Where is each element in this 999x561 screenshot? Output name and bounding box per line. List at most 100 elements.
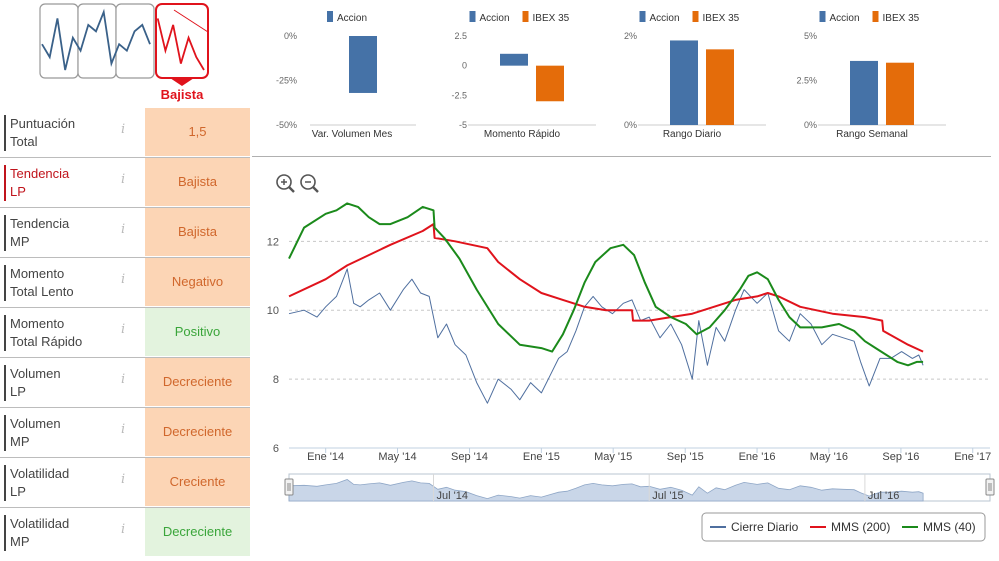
info-icon[interactable]: i xyxy=(121,522,126,537)
legend-swatch xyxy=(872,11,879,22)
y-tick-label: 2.5 xyxy=(454,31,467,41)
y-tick-label: 0% xyxy=(284,31,297,41)
indicator-row: Volatilidad LP i Creciente xyxy=(0,458,250,506)
indicator-marker xyxy=(4,165,6,201)
row-separator xyxy=(0,307,250,308)
y-tick-label: -25% xyxy=(276,76,297,86)
legend-label: Accion xyxy=(480,13,510,24)
legend-box xyxy=(701,512,986,542)
indicator-row: Momento Total Rápido i Positivo xyxy=(0,308,250,356)
y-tick-label: -2.5 xyxy=(451,90,467,100)
legend-item[interactable]: Cierre Diario xyxy=(710,520,799,534)
series-cierre-diario xyxy=(288,268,924,404)
indicator-row: Volumen LP i Decreciente xyxy=(0,358,250,406)
mini-chart-momento: Accion IBEX 35 2.5 0 -2.5 -5 Momento Rápido xyxy=(442,0,602,150)
indicator-marker xyxy=(4,415,6,451)
mini-chart-rango-diario: Accion IBEX 35 2% 0% Rango Diario xyxy=(612,0,772,150)
indicator-label-line2: LP xyxy=(10,484,26,499)
navigator-handle-left[interactable] xyxy=(284,478,294,496)
indicator-row: Volatilidad MP i Decreciente xyxy=(0,508,250,556)
legend-item[interactable]: MMS (40) xyxy=(902,520,976,534)
y-tick-label: 0% xyxy=(624,120,637,130)
y-tick-label: 2.5% xyxy=(796,76,817,86)
legend-swatch xyxy=(522,11,529,22)
indicator-label-line1: Momento xyxy=(10,266,65,281)
indicator-marker xyxy=(4,115,6,151)
bar-ibex xyxy=(886,62,914,125)
y-tick-label: 5% xyxy=(804,31,817,41)
y-tick-label: 0 xyxy=(462,61,467,71)
bar-accion xyxy=(349,36,377,93)
row-separator xyxy=(0,407,250,408)
row-separator xyxy=(0,357,250,358)
info-icon[interactable]: i xyxy=(121,172,126,187)
legend-label: MMS (40) xyxy=(923,520,976,534)
navigator-series xyxy=(288,479,924,502)
indicator-label: Volatilidad LP xyxy=(10,465,69,501)
x-tick-label: Sep '15 xyxy=(667,451,704,463)
info-icon[interactable]: i xyxy=(121,322,126,337)
x-tick-label: May '14 xyxy=(378,451,416,463)
legend-swatch xyxy=(469,11,476,22)
legend-label: Cierre Diario xyxy=(731,520,799,534)
indicator-label-line1: Volumen xyxy=(10,366,61,381)
indicator-label-line1: Momento xyxy=(10,316,65,331)
indicator-marker xyxy=(4,315,6,351)
mini-chart-volumen: Accion 0% -25% -50% Var. Volumen Mes xyxy=(272,0,432,150)
info-icon[interactable]: i xyxy=(121,222,126,237)
mini-chart-rango-semanal: Accion IBEX 35 5% 2.5% 0% Rango Semanal xyxy=(792,0,952,150)
legend-item[interactable]: MMS (200) xyxy=(810,520,890,534)
indicator-label-line1: Puntuación xyxy=(10,116,76,131)
indicator-label: Tendencia LP xyxy=(10,165,69,201)
info-icon[interactable]: i xyxy=(121,272,126,287)
legend-swatch xyxy=(639,11,646,22)
legend: Cierre Diario MMS (200) MMS (40) xyxy=(701,512,986,542)
mini-chart-title: Rango Semanal xyxy=(836,129,908,140)
x-tick-label: Sep '14 xyxy=(451,451,488,463)
indicator-label-line1: Volumen xyxy=(10,416,61,431)
navigator-label: Jul '14 xyxy=(437,490,468,502)
indicator-value: Positivo xyxy=(145,308,250,356)
indicator-marker xyxy=(4,465,6,501)
legend-swatch xyxy=(819,11,826,22)
trend-pointer xyxy=(170,78,194,86)
navigator[interactable]: Jul '14 Jul '15 Jul '16 xyxy=(284,473,995,502)
indicator-label: Volumen MP xyxy=(10,415,61,451)
info-icon[interactable]: i xyxy=(121,422,126,437)
y-tick-label: 8 xyxy=(273,374,279,386)
info-icon[interactable]: i xyxy=(121,122,126,137)
zoom-out-icon[interactable] xyxy=(300,174,319,193)
indicator-value: Creciente xyxy=(145,458,250,506)
x-tick-label: Sep '16 xyxy=(882,451,919,463)
indicator-value: Bajista xyxy=(145,158,250,206)
trend-label: Bajista xyxy=(161,87,204,102)
bar-ibex xyxy=(536,65,564,102)
indicator-label: Volatilidad MP xyxy=(10,515,69,551)
y-tick-label: 0% xyxy=(804,120,817,130)
mini-chart-title: Var. Volumen Mes xyxy=(312,129,392,140)
section-divider xyxy=(252,156,991,157)
indicator-label-line1: Tendencia xyxy=(10,166,70,181)
indicator-label-line2: LP xyxy=(10,384,26,399)
bar-accion xyxy=(850,60,878,125)
mini-chart-title: Rango Diario xyxy=(663,129,722,140)
indicator-label-line2: LP xyxy=(10,184,26,199)
y-tick-label: -5 xyxy=(459,120,467,130)
info-icon[interactable]: i xyxy=(121,372,126,387)
info-icon[interactable]: i xyxy=(121,472,126,487)
trend-sparkline-svg: Bajista xyxy=(39,3,209,102)
row-separator xyxy=(0,157,250,158)
indicator-label: Tendencia MP xyxy=(10,215,69,251)
navigator-label: Jul '15 xyxy=(652,490,683,502)
zoom-in-icon[interactable] xyxy=(276,174,295,193)
legend-swatch xyxy=(692,11,699,22)
trend-panel: Bajista xyxy=(36,0,212,104)
navigator-handle-right[interactable] xyxy=(985,478,995,496)
indicator-marker xyxy=(4,265,6,301)
indicator-label: Volumen LP xyxy=(10,365,61,401)
legend-label: Accion xyxy=(650,13,680,24)
indicator-value: Decreciente xyxy=(145,508,250,556)
indicator-label-line2: Total Lento xyxy=(10,284,74,299)
y-tick-label: -50% xyxy=(276,120,297,130)
indicator-label-line2: MP xyxy=(10,534,30,549)
